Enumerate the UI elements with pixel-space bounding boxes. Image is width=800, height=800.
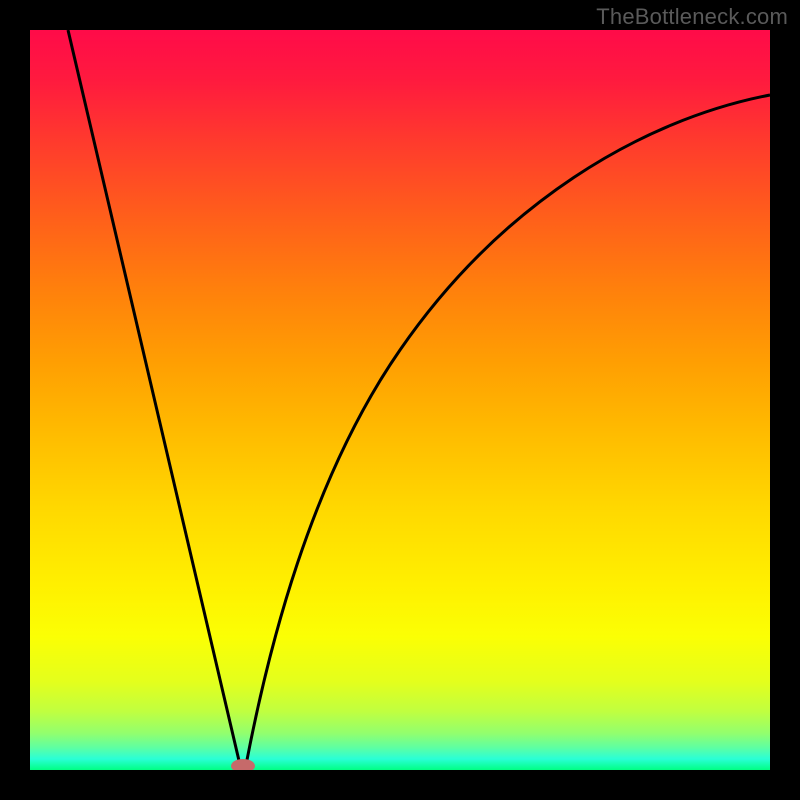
bottleneck-curve-chart: [0, 0, 800, 800]
plot-background: [30, 30, 770, 770]
watermark-text: TheBottleneck.com: [596, 4, 788, 30]
chart-container: { "watermark": { "text": "TheBottleneck.…: [0, 0, 800, 800]
